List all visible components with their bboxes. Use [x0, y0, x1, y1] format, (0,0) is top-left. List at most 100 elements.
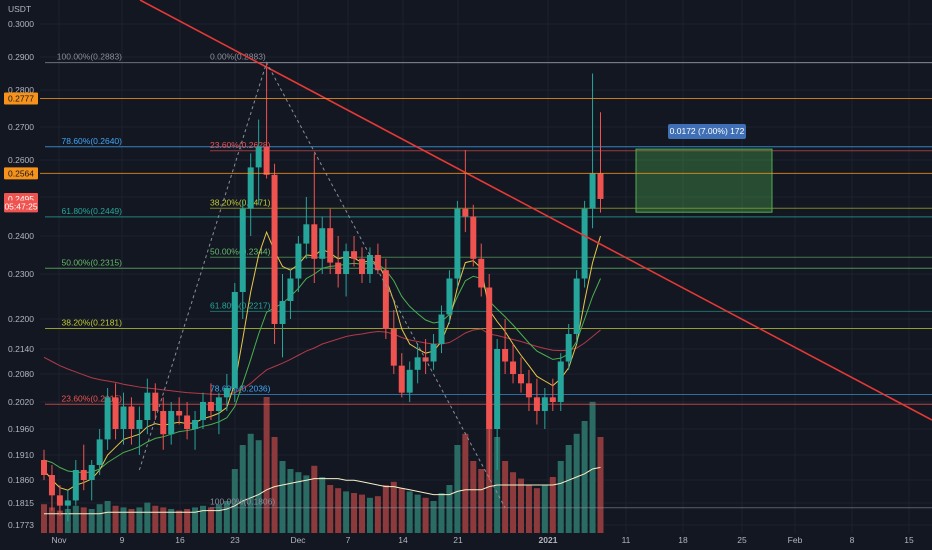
volume-bar	[366, 497, 373, 533]
candle-body	[478, 258, 485, 288]
volume-bar	[351, 493, 358, 533]
fib-level-label: 50.00%(0.2315)	[62, 257, 123, 267]
candle-body	[120, 406, 127, 429]
price-tick-label: 0.2020	[8, 397, 34, 407]
volume-bar	[128, 509, 135, 533]
volume-bar	[136, 507, 143, 533]
time-tick-label: 18	[678, 535, 688, 545]
fib-level-label: 78.60%(0.2036)	[210, 384, 271, 394]
volume-bar	[518, 478, 524, 533]
volume-bar	[510, 472, 517, 533]
candle-body	[597, 173, 604, 199]
time-tick-label: 15	[904, 535, 914, 545]
volume-bar	[533, 488, 540, 533]
candle-body	[549, 397, 556, 402]
time-tick-label: 14	[398, 535, 408, 545]
candle-body	[525, 383, 532, 398]
price-tag-label: 0.2495	[8, 194, 34, 204]
volume-bar	[112, 505, 119, 533]
time-tick-label: 21	[453, 535, 463, 545]
candle-body	[382, 270, 389, 329]
range-label-bg	[668, 124, 746, 139]
volume-bar	[430, 501, 437, 533]
fib-anchor-path	[138, 61, 506, 508]
price-tick-label: 0.1960	[8, 424, 34, 434]
time-axis[interactable]: Nov 9 16 23 Dec 7 14 21 2021 11 18 25 Feb 8 15	[51, 535, 914, 545]
candle-body	[247, 167, 254, 209]
candle-body	[390, 329, 397, 366]
fib-level-label: 23.60%(0.2015)	[62, 393, 123, 403]
candle-body	[470, 216, 477, 259]
price-tick-label: 0.2600	[8, 155, 34, 165]
price-tick-label: 0.1773	[8, 520, 34, 530]
time-tick-label: Dec	[290, 535, 306, 545]
candle-body	[80, 470, 87, 480]
candle-body	[263, 146, 270, 175]
candle-body	[184, 415, 191, 429]
candle-body	[136, 420, 143, 429]
price-tick-label: 0.3000	[8, 19, 34, 29]
price-axis[interactable]: USDT 0.30000.29000.28000.27000.26000.250…	[8, 4, 34, 530]
candle-body	[446, 278, 453, 315]
candle-body	[152, 392, 159, 411]
price-tag-bg	[4, 200, 38, 213]
fibonacci-retracements: 100.00%(0.2883) 78.60%(0.2640) 61.80%(0.24…	[45, 52, 932, 509]
volume-bar	[462, 433, 469, 533]
price-tick-label: 0.2200	[8, 314, 34, 324]
candle-body	[359, 258, 365, 274]
volume-bar	[335, 488, 342, 533]
volume-bar	[589, 401, 596, 533]
time-tick-label: 25	[737, 535, 747, 545]
candle-body	[192, 420, 199, 429]
volume-bar	[470, 461, 477, 533]
candle-body	[200, 402, 206, 420]
candle-body	[96, 439, 103, 465]
price-tick-label: 0.2800	[8, 85, 34, 95]
candle-body	[581, 208, 588, 279]
time-tick-label: 16	[175, 535, 185, 545]
price-tick-label: 0.1815	[8, 498, 34, 508]
candle-body	[287, 278, 294, 301]
candle-body	[104, 397, 111, 440]
candle-body	[319, 228, 326, 259]
price-tick-label: 0.1860	[8, 475, 34, 485]
volume-bar	[311, 465, 318, 533]
volume-bar	[359, 494, 365, 533]
range-label: 0.0172 (7.00%) 172	[670, 126, 745, 136]
volume-bar	[414, 494, 421, 533]
volume-bar	[327, 485, 334, 533]
candle-body	[279, 301, 286, 324]
fib-level-label: 38.20%(0.2471)	[210, 197, 271, 207]
volume-bar	[406, 491, 413, 533]
volume-bar	[581, 421, 588, 533]
time-tick-label: 23	[230, 535, 240, 545]
candle-body	[510, 361, 517, 374]
volume-bar	[319, 477, 326, 533]
volume-bar	[502, 461, 509, 533]
candle-body	[565, 334, 572, 362]
price-tick-label: 0.2300	[8, 269, 34, 279]
downtrend-line	[139, 0, 932, 421]
price-tag-bg	[4, 167, 38, 180]
volume-bar	[573, 433, 580, 533]
candle-body	[112, 397, 119, 429]
time-tick-label: 7	[346, 535, 351, 545]
candlesticks	[41, 63, 604, 522]
candle-body	[88, 465, 95, 480]
candle-body	[239, 208, 246, 292]
candle-body	[48, 475, 55, 496]
time-tick-label: 9	[120, 535, 125, 545]
volume-bar	[152, 505, 159, 533]
candle-body	[215, 397, 222, 411]
volume-bar	[597, 437, 604, 533]
candle-body	[573, 278, 580, 334]
volume-bar	[200, 505, 206, 533]
candle-body	[128, 406, 135, 429]
price-tag-label: 0.2777	[8, 94, 34, 104]
fib-level-label: 100.00%(0.2883)	[57, 52, 122, 62]
candle-body	[295, 243, 302, 279]
candle-body	[72, 470, 79, 501]
candle-body	[335, 262, 342, 274]
